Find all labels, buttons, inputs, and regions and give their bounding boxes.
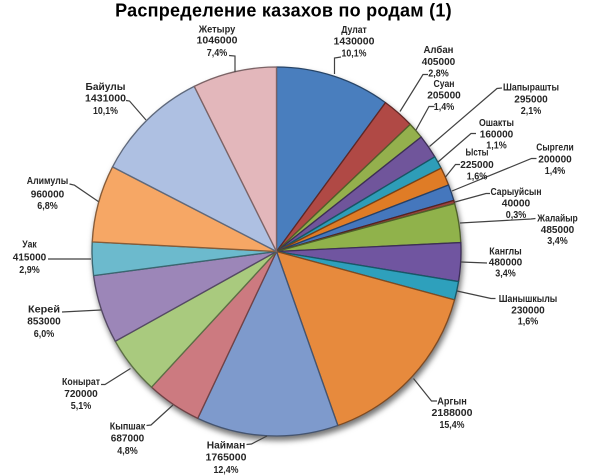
svg-text:Шапырашты: Шапырашты — [503, 82, 559, 94]
svg-text:Байулы: Байулы — [86, 81, 126, 93]
svg-text:6,8%: 6,8% — [37, 200, 58, 212]
svg-text:Кыпшак: Кыпшак — [110, 421, 146, 433]
svg-text:2,9%: 2,9% — [19, 264, 40, 276]
svg-text:Шанышкылы: Шанышкылы — [499, 293, 558, 305]
svg-text:Жетыру: Жетыру — [198, 24, 236, 36]
svg-text:1430000: 1430000 — [334, 36, 375, 48]
svg-text:3,4%: 3,4% — [495, 268, 516, 280]
svg-text:480000: 480000 — [489, 257, 523, 269]
svg-text:Конырат: Конырат — [62, 376, 100, 388]
svg-text:415000: 415000 — [13, 252, 47, 264]
svg-text:Уак: Уак — [22, 239, 37, 251]
svg-text:10,1%: 10,1% — [342, 48, 368, 60]
svg-text:Сыргели: Сыргели — [536, 142, 574, 154]
svg-text:687000: 687000 — [111, 433, 145, 445]
svg-text:Ошакты: Ошакты — [479, 117, 514, 129]
svg-text:405000: 405000 — [422, 56, 456, 68]
svg-text:485000: 485000 — [541, 224, 575, 236]
svg-text:Найман: Найман — [207, 440, 246, 452]
svg-text:Албан: Албан — [424, 44, 454, 56]
svg-text:720000: 720000 — [64, 388, 98, 400]
svg-text:Керей: Керей — [28, 304, 60, 316]
svg-text:Ысты: Ысты — [466, 147, 489, 159]
svg-text:15,4%: 15,4% — [440, 419, 466, 431]
svg-text:1,4%: 1,4% — [545, 165, 566, 177]
svg-text:0,3%: 0,3% — [506, 209, 527, 221]
svg-text:1765000: 1765000 — [206, 452, 247, 464]
svg-text:Суан: Суан — [434, 78, 455, 90]
svg-text:Жалайыр: Жалайыр — [536, 213, 577, 225]
svg-text:2188000: 2188000 — [432, 407, 473, 419]
svg-text:200000: 200000 — [538, 154, 572, 166]
svg-text:Аргын: Аргын — [437, 396, 467, 408]
svg-text:225000: 225000 — [460, 159, 494, 171]
svg-text:Алимулы: Алимулы — [27, 175, 69, 187]
svg-text:6,0%: 6,0% — [34, 328, 55, 340]
svg-text:160000: 160000 — [480, 129, 514, 141]
svg-text:Сарыуйсын: Сарыуйсын — [491, 186, 542, 198]
svg-text:Канглы: Канглы — [489, 246, 522, 258]
svg-text:1,6%: 1,6% — [467, 171, 488, 183]
svg-text:4,8%: 4,8% — [117, 445, 138, 457]
svg-text:1,6%: 1,6% — [518, 316, 539, 328]
svg-text:230000: 230000 — [511, 305, 545, 317]
svg-text:2,1%: 2,1% — [521, 105, 542, 117]
svg-text:205000: 205000 — [427, 90, 461, 102]
svg-text:7,4%: 7,4% — [207, 47, 228, 59]
svg-text:853000: 853000 — [27, 316, 61, 328]
svg-text:1046000: 1046000 — [197, 35, 238, 47]
svg-text:Распределение казахов по родам: Распределение казахов по родам (1) — [115, 1, 452, 21]
svg-text:1,4%: 1,4% — [434, 101, 455, 113]
svg-text:295000: 295000 — [514, 94, 548, 106]
svg-text:3,4%: 3,4% — [547, 235, 568, 247]
svg-text:12,4%: 12,4% — [214, 464, 240, 476]
svg-text:960000: 960000 — [31, 189, 65, 201]
svg-text:1431000: 1431000 — [85, 93, 126, 105]
svg-text:1,1%: 1,1% — [486, 140, 507, 152]
svg-text:2,8%: 2,8% — [428, 68, 449, 80]
svg-text:10,1%: 10,1% — [93, 105, 119, 117]
svg-text:5,1%: 5,1% — [71, 400, 92, 412]
svg-text:40000: 40000 — [502, 198, 531, 210]
svg-text:Дулат: Дулат — [341, 24, 367, 36]
